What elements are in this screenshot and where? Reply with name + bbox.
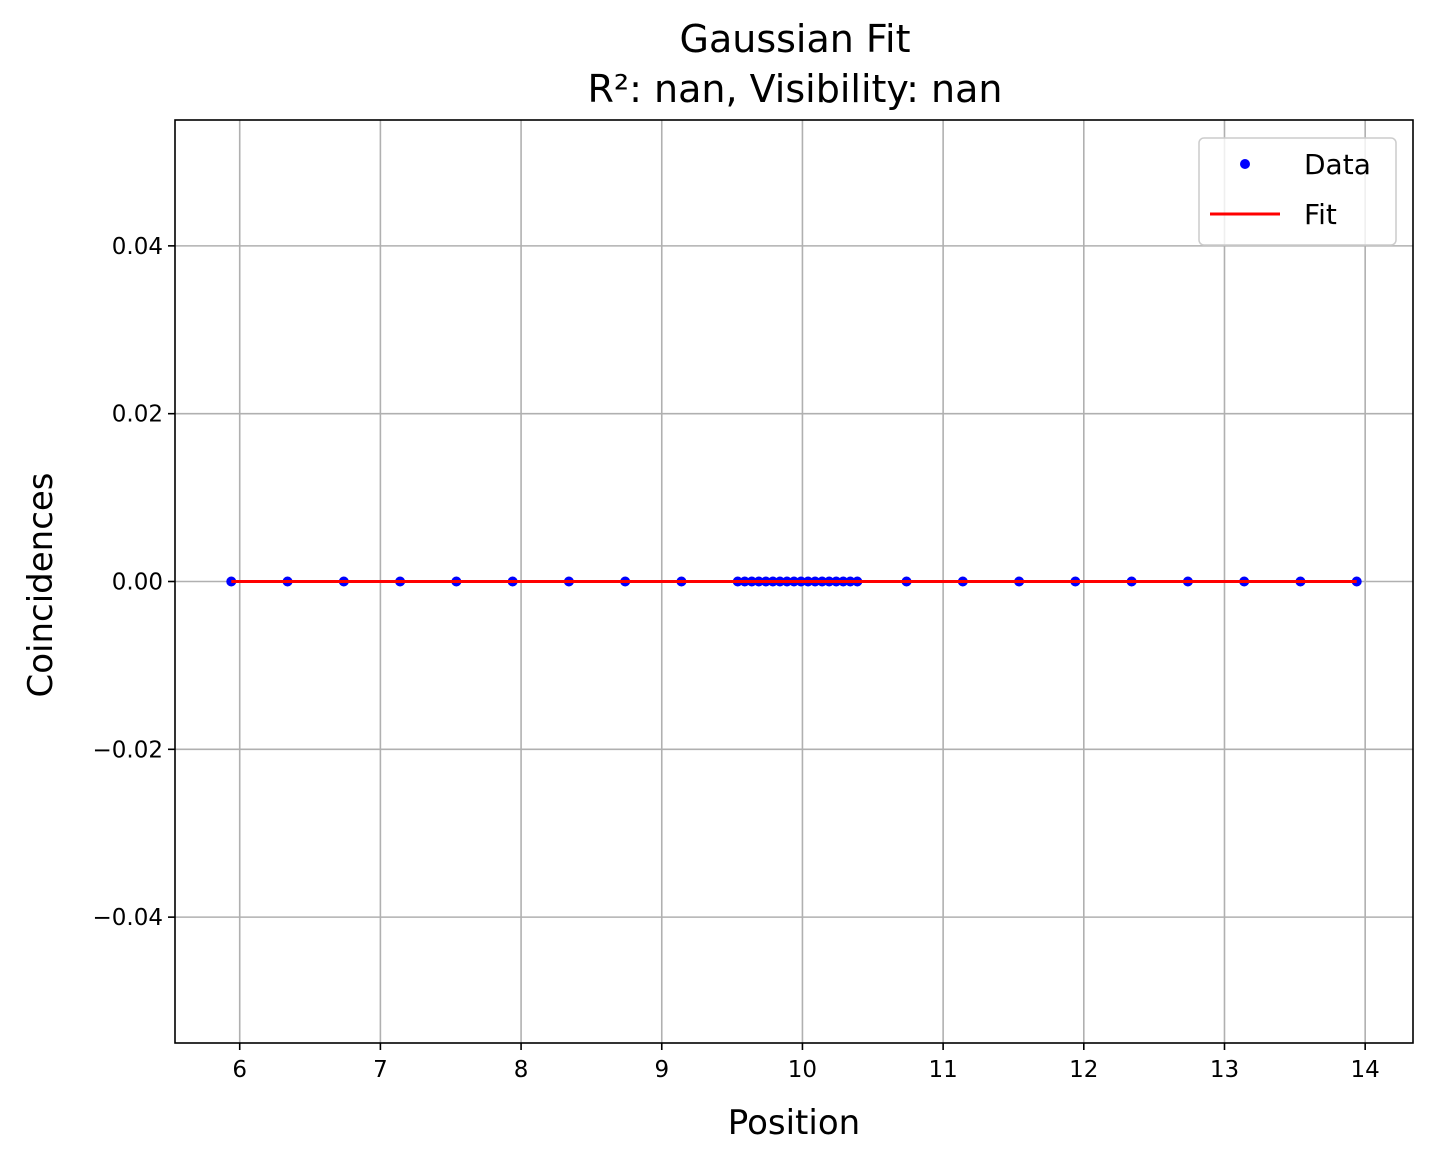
y-axis-label: Coincidences: [21, 472, 61, 697]
series-layer: [226, 576, 1362, 587]
legend-data-marker: [1240, 159, 1250, 169]
legend-label-fit: Fit: [1304, 198, 1337, 231]
x-tick-label: 6: [232, 1057, 247, 1083]
ticks: 6 7 8 9 10 11 12 13 14 −0.04 −0.02 0.00 0.02 0.04: [93, 234, 1380, 1083]
y-tick-label: 0.02: [112, 402, 163, 428]
x-tick-label: 8: [514, 1057, 529, 1083]
y-tick-label: 0.00: [112, 570, 163, 596]
y-tick-label: −0.04: [93, 905, 163, 931]
y-tick-label: −0.02: [93, 737, 163, 763]
legend-label-data: Data: [1304, 148, 1371, 181]
x-tick-label: 13: [1210, 1057, 1239, 1083]
x-tick-label: 10: [788, 1057, 817, 1083]
x-tick-label: 14: [1351, 1057, 1380, 1083]
chart-title: Gaussian Fit: [680, 17, 911, 61]
x-tick-label: 7: [373, 1057, 388, 1083]
x-tick-label: 12: [1069, 1057, 1098, 1083]
chart-subtitle: R²: nan, Visibility: nan: [588, 67, 1003, 111]
x-tick-label: 11: [928, 1057, 957, 1083]
legend: Data Fit: [1198, 137, 1397, 246]
x-tick-label: 9: [654, 1057, 669, 1083]
y-tick-label: 0.04: [112, 234, 163, 260]
x-axis-label: Position: [728, 1103, 860, 1143]
